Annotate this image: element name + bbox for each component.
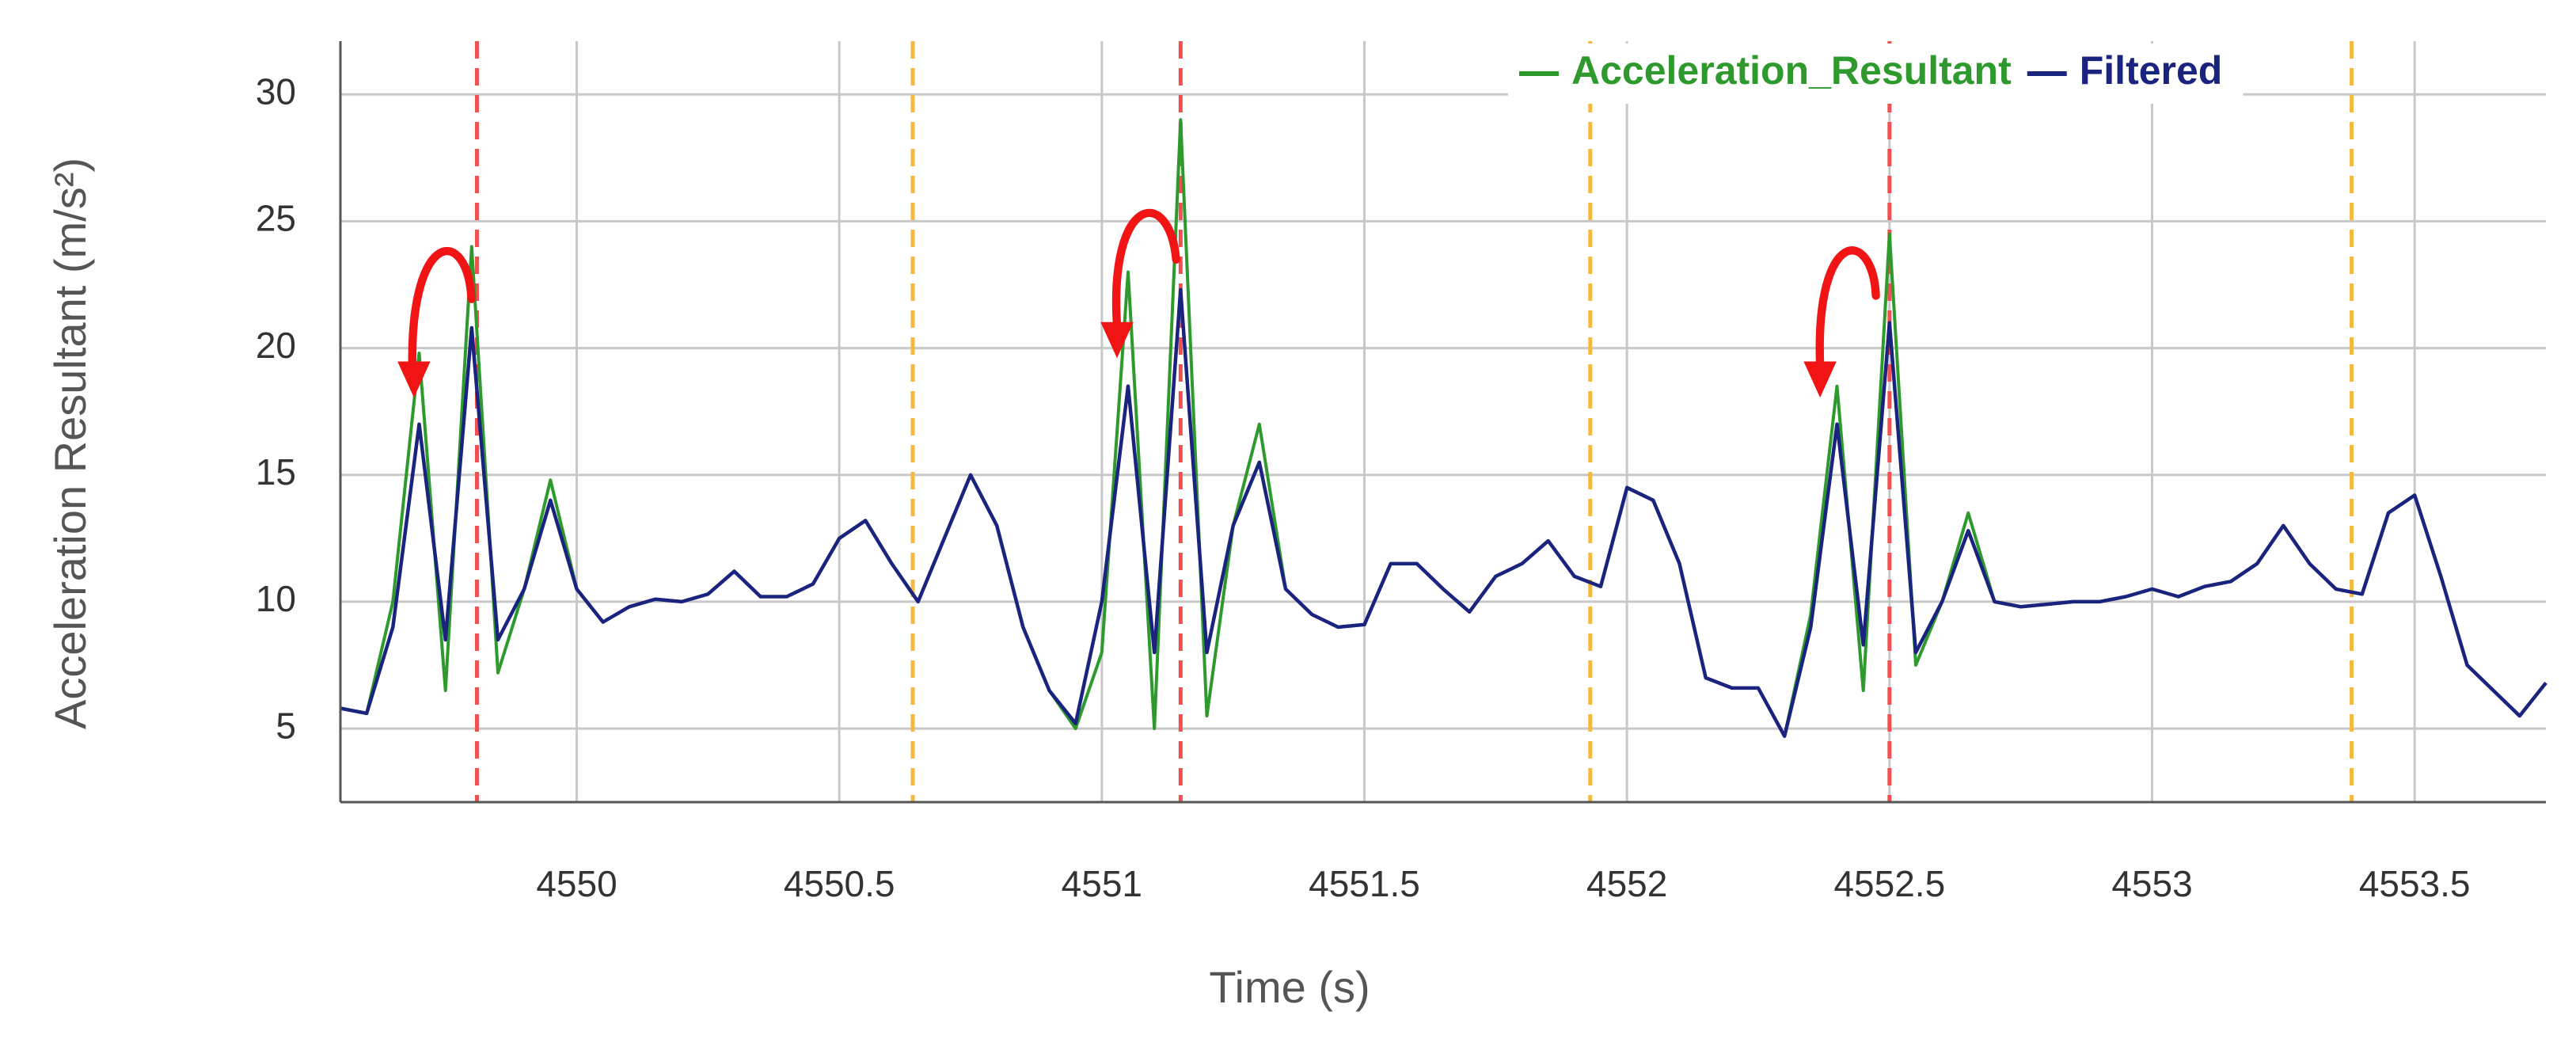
- legend-label: Acceleration_Resultant: [1571, 48, 2012, 93]
- x-tick-label: 4551.5: [1309, 863, 1420, 904]
- y-tick-label: 30: [256, 70, 296, 112]
- axes: 5 10 15 20 25 30 4550 4550.5 4551 4551.5 4552 4552.…: [256, 41, 2546, 904]
- y-tick-label: 5: [275, 705, 296, 746]
- y-axis-title: Acceleration Resultant (m/s²): [45, 158, 95, 729]
- arrow-head: [397, 361, 431, 398]
- x-axis-title: Time (s): [1209, 962, 1370, 1012]
- arrow-head: [1803, 361, 1837, 398]
- legend-background: [1508, 44, 2244, 104]
- y-tick-label: 10: [256, 578, 296, 619]
- annotation-arrows: [397, 208, 1880, 398]
- y-tick-label: 20: [256, 325, 296, 366]
- arrow-head: [1100, 321, 1134, 359]
- series-line: [340, 118, 2548, 738]
- y-tick-label: 25: [256, 198, 296, 239]
- x-tick-label: 4550: [536, 863, 617, 904]
- grid: [340, 41, 2546, 802]
- x-tick-label: 4551: [1062, 863, 1142, 904]
- series-line: [340, 287, 2548, 738]
- y-tick-label: 15: [256, 451, 296, 493]
- x-tick-label: 4552: [1586, 863, 1667, 904]
- arrow: [1111, 208, 1180, 330]
- arrow: [1815, 246, 1880, 369]
- x-tick-label: 4553.5: [2359, 863, 2471, 904]
- x-tick-label: 4550.5: [784, 863, 895, 904]
- arrow: [408, 246, 476, 369]
- legend: Acceleration_Resultant Filtered: [1508, 44, 2244, 104]
- plot-area: [340, 118, 2548, 738]
- legend-label: Filtered: [2080, 48, 2223, 93]
- x-tick-label: 4552.5: [1833, 863, 1945, 904]
- x-tick-label: 4553: [2111, 863, 2192, 904]
